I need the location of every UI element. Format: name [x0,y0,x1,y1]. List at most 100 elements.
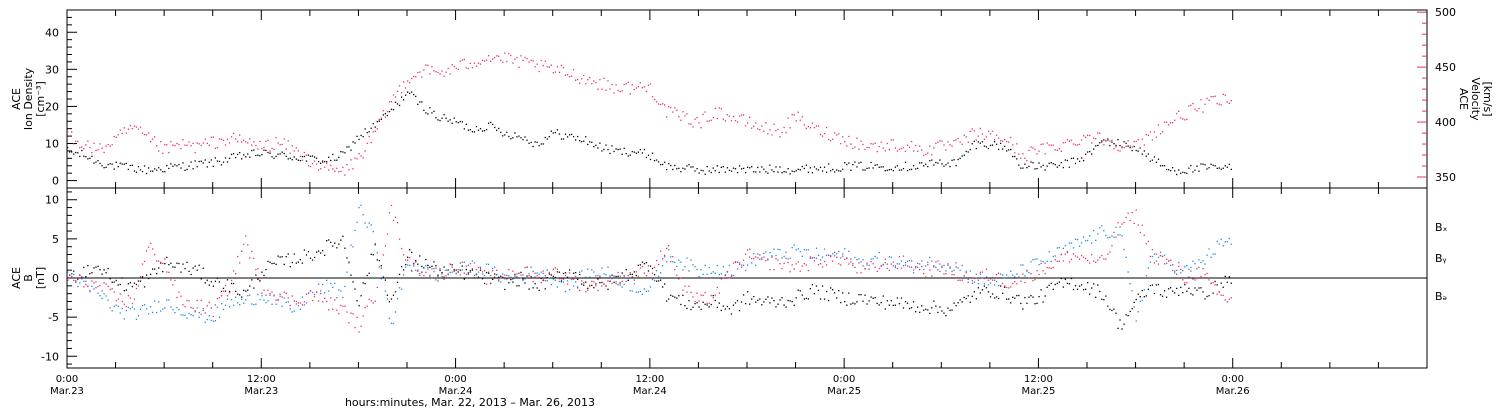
b-bz-point [404,259,407,261]
ion-density-point [977,141,980,143]
b-by-point [75,280,77,282]
b-bz-point [356,316,358,319]
b-bx-point [166,256,168,259]
ion-density-point [795,170,797,172]
b-bx-point [785,306,787,308]
velocity-point [97,149,99,151]
b-by-point [694,266,696,268]
velocity-point [93,142,95,144]
velocity-point [625,83,627,85]
b-bx-point [627,279,629,282]
ion-density-point [548,136,550,138]
b-by-point [257,293,259,296]
ion-density-point [141,170,144,173]
b-bx-point [1176,287,1178,290]
b-by-point [662,265,664,267]
velocity-point [742,114,745,116]
b-by-point [524,278,526,280]
b-bz-point [1113,231,1115,234]
velocity-point [957,137,959,140]
velocity-point [1018,153,1020,155]
velocity-point [261,147,263,150]
b-bz-point [232,270,235,272]
b-bz-point [245,235,247,237]
ion-density-point [285,155,287,157]
b-bz-point [544,275,546,277]
b-bx-point [1141,289,1143,292]
ion-density-point [961,155,963,157]
velocity-point [896,150,899,152]
ion-density-point [1107,138,1109,140]
b-by-point [969,270,971,272]
b-bz-point [751,257,753,260]
top-right-tick-label: 450 [1435,61,1456,74]
b-by-point [931,260,933,262]
ion-density-point [206,166,208,168]
b-bz-point [720,278,722,280]
b-bx-point [995,296,998,298]
b-bz-point [449,263,451,266]
b-bz-point [767,258,769,260]
velocity-point [579,82,581,84]
b-by-point [512,278,514,280]
ion-density-point [113,168,115,170]
b-bz-point [641,265,644,268]
b-bz-point [1182,279,1184,281]
b-bz-point [95,281,97,283]
ion-density-point [1078,160,1081,163]
velocity-point [552,72,555,74]
b-bz-point [834,251,836,253]
velocity-point [1022,153,1024,155]
b-bx-point [572,272,575,274]
b-bz-point [1129,219,1131,222]
ion-density-point [239,151,241,154]
b-bx-point [829,287,832,289]
velocity-point [613,92,615,94]
velocity-point [961,143,963,145]
b-bz-point [807,269,810,272]
b-bz-point [1139,231,1141,234]
b-bx-point [795,297,797,299]
b-bz-point [441,273,443,275]
b-bx-point [232,282,235,285]
velocity-point [712,116,714,119]
b-bx-point [253,287,255,289]
b-by-point [674,261,676,264]
velocity-point [465,67,467,69]
b-bz-point [174,279,176,282]
b-bx-point [317,250,320,252]
velocity-point [243,139,245,141]
velocity-point [732,115,735,118]
b-bx-point [1052,288,1054,291]
velocity-point [728,115,731,117]
velocity-point [435,71,437,73]
ion-density-point [1046,165,1048,167]
b-bx-point [941,310,943,312]
velocity-point [303,151,306,154]
b-bz-point [184,305,186,308]
velocity-point [866,146,868,149]
velocity-point [917,150,919,153]
velocity-point [1091,142,1093,144]
velocity-point [289,152,291,154]
b-bz-point [878,267,880,270]
b-by-point [623,283,625,285]
ion-density-point [443,114,445,116]
b-bz-point [840,264,842,266]
b-bx-point [1192,294,1194,296]
ion-density-point [722,166,725,168]
ion-density-point [613,150,615,153]
b-by-point [311,291,314,294]
b-by-point [1135,320,1137,322]
ion-density-point [1172,167,1174,169]
b-by-point [611,278,613,280]
velocity-point [929,145,931,147]
b-bx-point [935,305,937,307]
velocity-point [192,142,194,145]
ion-density-point [991,144,994,146]
ion-density-point [1206,168,1208,170]
b-by-point [593,271,595,273]
b-by-point [706,273,708,275]
ion-density-point [866,167,868,170]
